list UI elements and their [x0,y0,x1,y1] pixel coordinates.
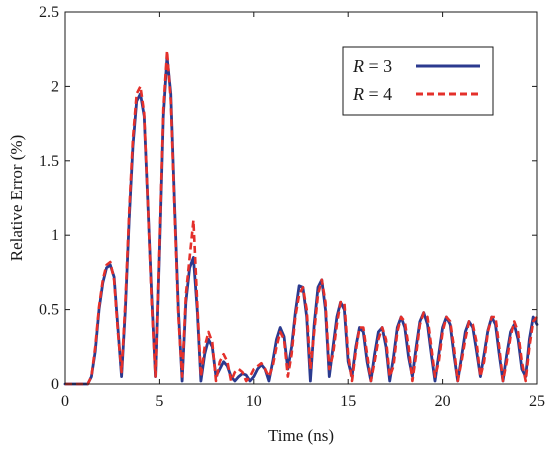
y-tick-label: 1 [51,227,59,244]
x-tick-label: 15 [340,393,356,410]
y-tick-label: 2.5 [39,4,59,21]
legend-label-r3: R = 3 [352,56,392,76]
legend: R = 3 R = 4 [342,46,494,116]
x-axis-title: Time (ns) [268,426,334,445]
x-tick-label: 5 [155,393,163,410]
y-axis: 0 0.5 1 1.5 2 2.5 [39,4,537,393]
y-axis-title: Relative Error (%) [7,135,26,262]
x-tick-label: 10 [246,393,262,410]
x-tick-label: 20 [435,393,451,410]
series-line-r4 [65,49,538,386]
legend-box [342,46,494,116]
x-tick-label: 0 [61,393,69,410]
y-tick-label: 0 [51,376,59,393]
x-axis: 0 5 10 15 20 25 [61,12,545,410]
y-tick-label: 0.5 [39,302,59,319]
x-tick-label: 25 [529,393,545,410]
plot-area-frame [64,11,538,385]
legend-label-r4: R = 4 [352,84,392,104]
y-tick-label: 2 [51,78,59,95]
plot-lines [63,49,539,386]
y-tick-label: 1.5 [39,153,59,170]
